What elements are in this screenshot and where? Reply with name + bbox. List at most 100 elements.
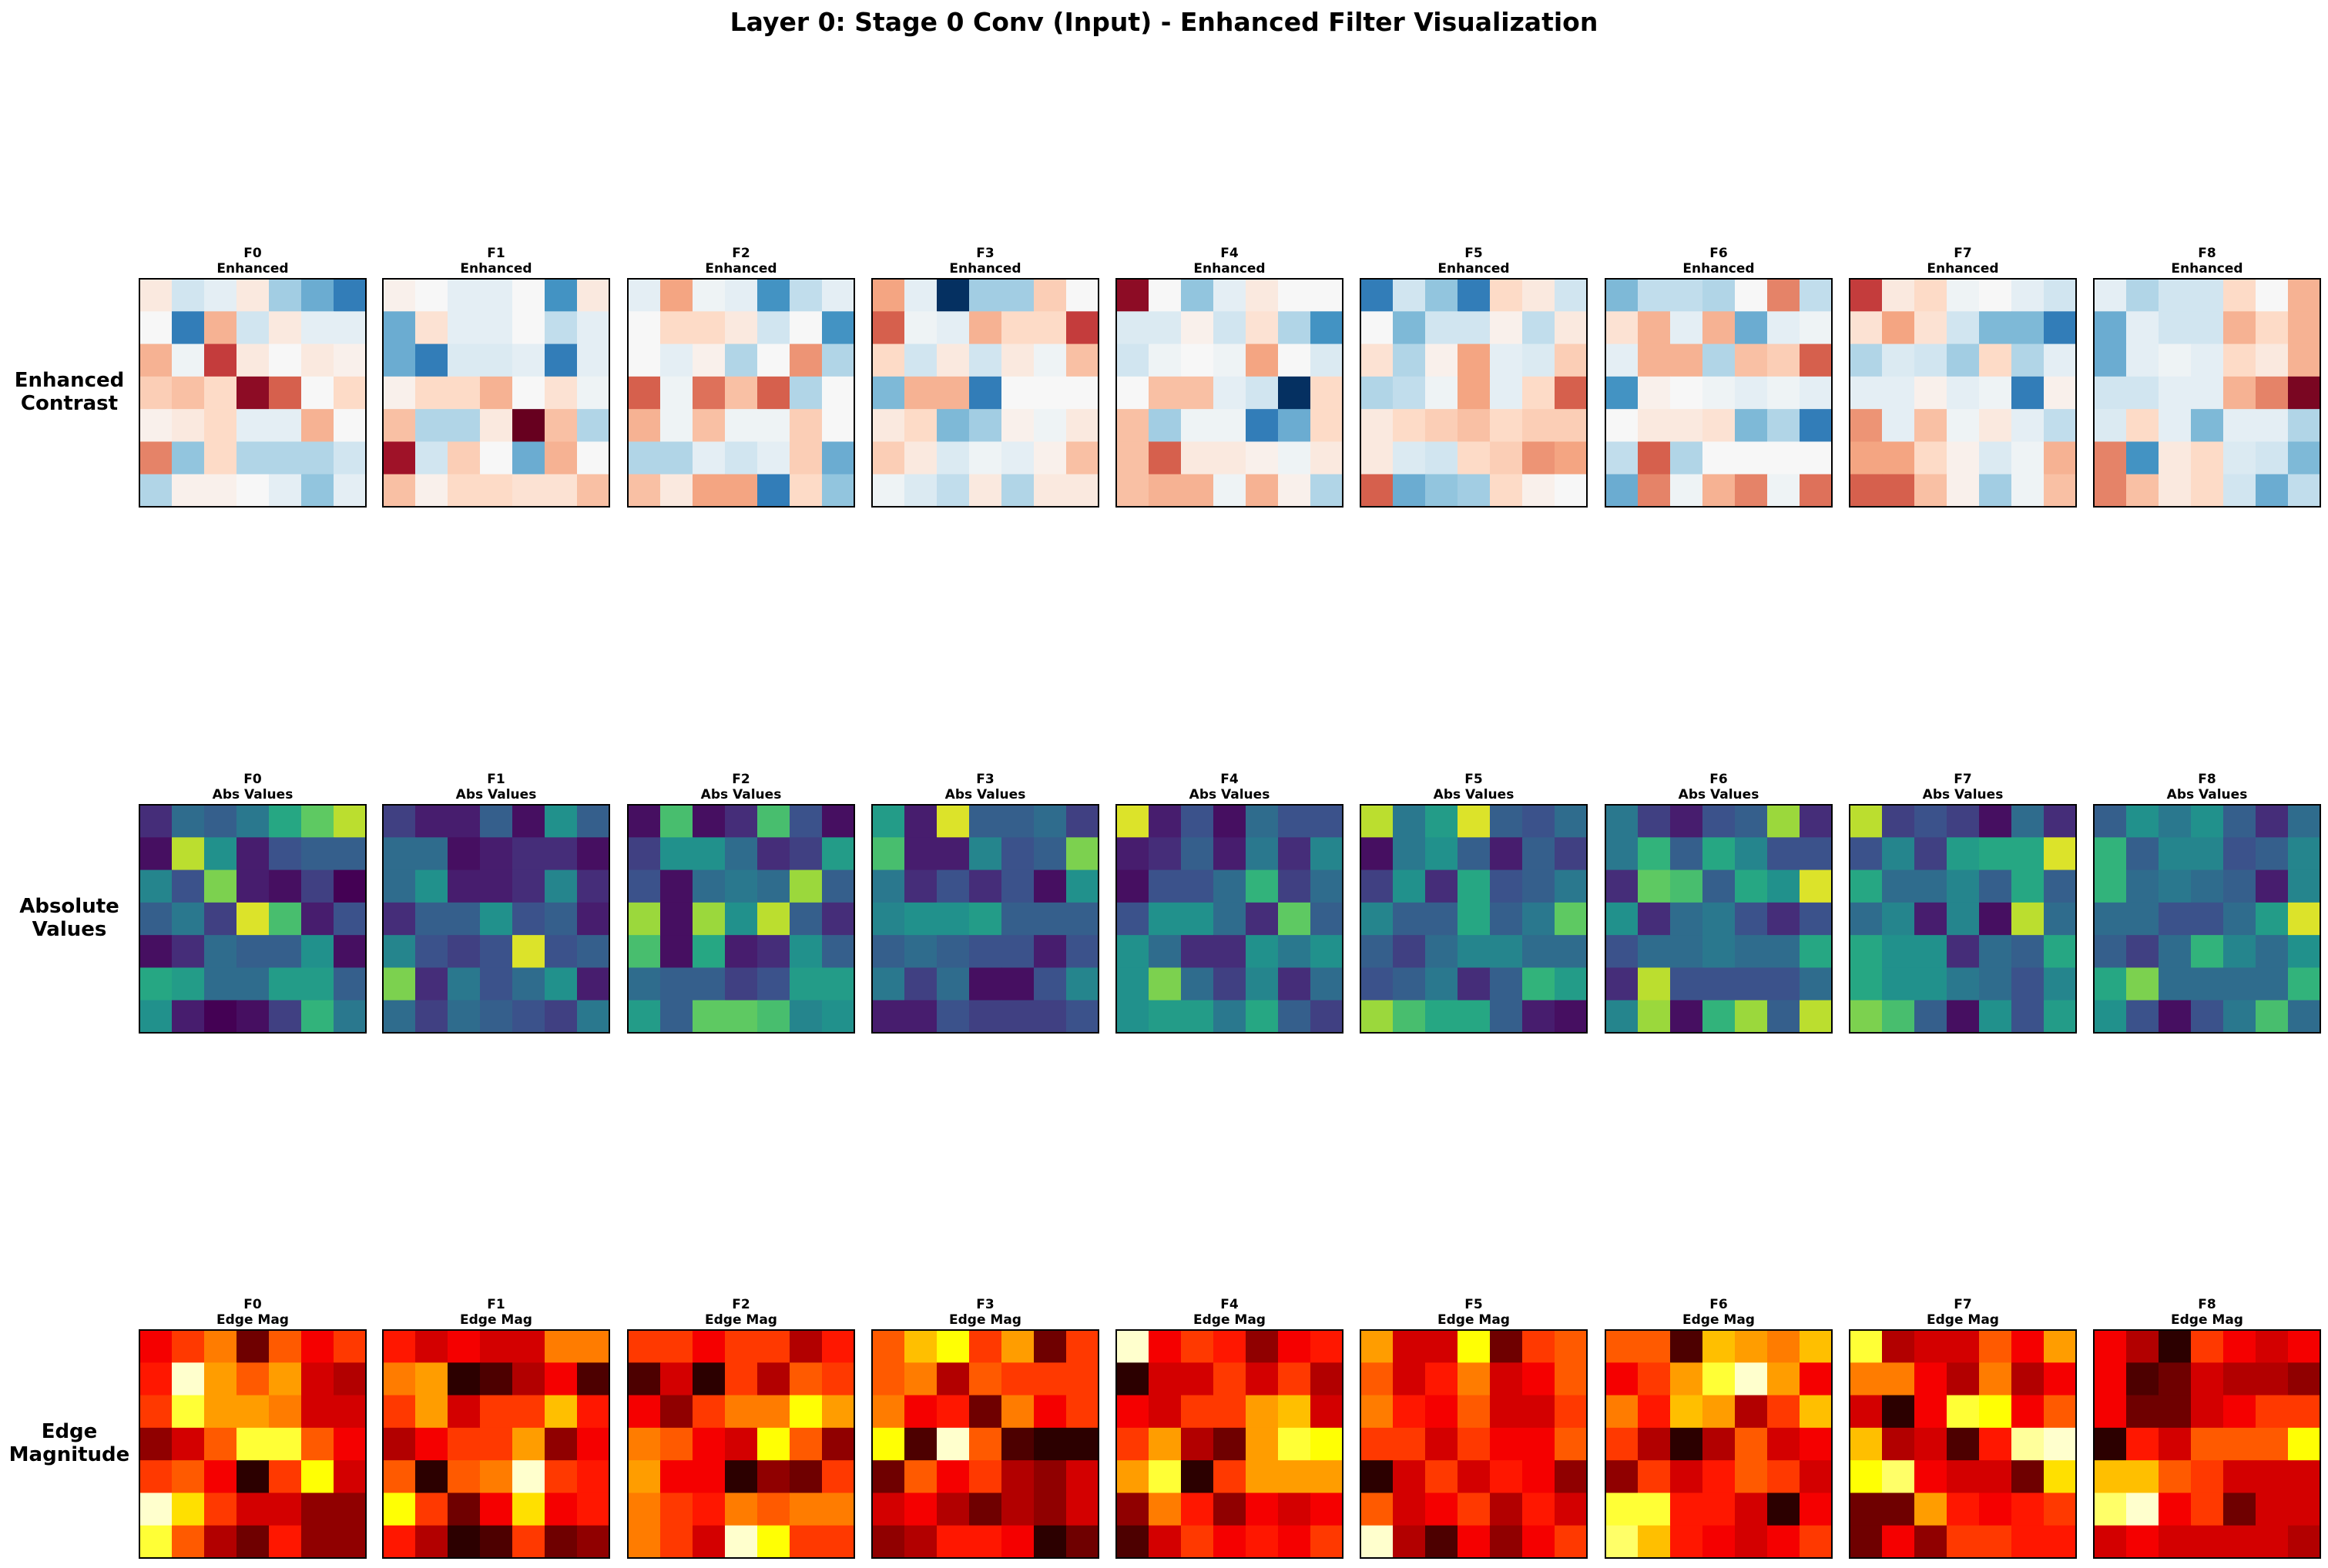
- heatmap-cell: [1605, 805, 1639, 838]
- heatmap-cell: [693, 1362, 726, 1396]
- heatmap-cell: [2256, 311, 2289, 345]
- heatmap-cell: [1638, 343, 1671, 377]
- heatmap-cell: [1767, 311, 1800, 345]
- heatmap-cell: [1310, 837, 1343, 871]
- heatmap-cell: [269, 1362, 302, 1396]
- heatmap-cell: [725, 1460, 758, 1494]
- heatmap-cell: [2011, 967, 2045, 1001]
- heatmap-cell: [2094, 1330, 2127, 1363]
- heatmap-cell: [2256, 1460, 2289, 1494]
- heatmap-cell: [415, 1362, 448, 1396]
- heatmap-cell: [512, 837, 545, 871]
- heatmap-cell: [1947, 1427, 1980, 1461]
- heatmap-cell: [1149, 343, 1182, 377]
- heatmap-cell: [1638, 902, 1671, 936]
- heatmap-cell: [301, 279, 334, 312]
- heatmap-cell: [969, 409, 1002, 443]
- heatmap-cell: [1278, 837, 1311, 871]
- heatmap-cell: [1116, 441, 1149, 475]
- heatmap-cell: [2191, 279, 2224, 312]
- heatmap-cell: [1522, 441, 1555, 475]
- heatmap-cell: [969, 376, 1002, 410]
- heatmap-cell: [1522, 409, 1555, 443]
- heatmap-cell: [269, 376, 302, 410]
- heatmap-cell: [2256, 1395, 2289, 1429]
- heatmap-cell: [1246, 441, 1279, 475]
- heatmap-cell: [577, 409, 610, 443]
- heatmap-cell: [693, 1395, 726, 1429]
- heatmap-cell: [937, 1427, 970, 1461]
- heatmap-cell: [1116, 1427, 1149, 1461]
- heatmap-cell: [660, 1525, 693, 1559]
- heatmap-cell: [1767, 837, 1800, 871]
- panel-filter-label: F0: [243, 772, 262, 787]
- heatmap-cell: [1702, 1000, 1736, 1034]
- heatmap-cell: [1310, 935, 1343, 969]
- heatmap-cell: [872, 376, 905, 410]
- heatmap-cell: [383, 1460, 416, 1494]
- heatmap-cell: [1522, 1000, 1555, 1034]
- heatmap-cell: [1213, 474, 1246, 508]
- heatmap-cell: [1850, 1493, 1883, 1526]
- heatmap-cell: [693, 1493, 726, 1526]
- heatmap-cell: [1278, 805, 1311, 838]
- heatmap-cell: [1278, 935, 1311, 969]
- heatmap-cell: [1670, 902, 1703, 936]
- heatmap-cell: [204, 1362, 237, 1396]
- heatmap-cell: [334, 1460, 367, 1494]
- heatmap-cell: [1638, 376, 1671, 410]
- heatmap-cell: [822, 1460, 855, 1494]
- heatmap-cell: [1605, 1525, 1639, 1559]
- heatmap-cell: [969, 869, 1002, 903]
- heatmap-cell: [660, 1330, 693, 1363]
- heatmap-cell: [1278, 409, 1311, 443]
- heatmap-cell: [1425, 1525, 1458, 1559]
- heatmap-cell: [937, 1493, 970, 1526]
- heatmap-cell: [2011, 1395, 2045, 1429]
- heatmap-cell: [1767, 805, 1800, 838]
- heatmap-cell: [1555, 1395, 1588, 1429]
- heatmap-cell: [2288, 967, 2321, 1001]
- heatmap-cell: [480, 409, 513, 443]
- heatmap-cell: [1149, 902, 1182, 936]
- heatmap-cell: [1767, 869, 1800, 903]
- heatmap-cell: [2044, 1460, 2077, 1494]
- heatmap-cell: [269, 935, 302, 969]
- heatmap-cell: [172, 1330, 205, 1363]
- heatmap-cell: [2223, 409, 2256, 443]
- heatmap-cell: [1278, 902, 1311, 936]
- heatmap-cell: [2126, 935, 2159, 969]
- heatmap-cell: [1735, 805, 1768, 838]
- heatmap-cell: [1702, 474, 1736, 508]
- heatmap-cell: [1914, 343, 1947, 377]
- heatmap-cell: [1066, 343, 1099, 377]
- heatmap-cell: [1246, 474, 1279, 508]
- heatmap-cell: [904, 343, 938, 377]
- heatmap-cell: [334, 869, 367, 903]
- heatmap-cell: [1767, 935, 1800, 969]
- panel-frame: [139, 1329, 367, 1559]
- heatmap-cell: [1116, 409, 1149, 443]
- heatmap-cell: [2288, 1493, 2321, 1526]
- heatmap-cell: [757, 902, 790, 936]
- heatmap-cell: [1638, 1493, 1671, 1526]
- heatmap-cell: [822, 474, 855, 508]
- heatmap-cell: [577, 902, 610, 936]
- heatmap-cell: [822, 1330, 855, 1363]
- heatmap-cell: [790, 837, 823, 871]
- heatmap-cell: [1246, 409, 1279, 443]
- heatmap-cell: [415, 837, 448, 871]
- panel-subtitle: Enhanced: [1927, 261, 1998, 276]
- heatmap-cell: [2094, 1362, 2127, 1396]
- heatmap-cell: [1181, 376, 1214, 410]
- heatmap-cell: [1979, 409, 2012, 443]
- heatmap-cell: [2044, 343, 2077, 377]
- heatmap-cell: [693, 935, 726, 969]
- heatmap-cell: [628, 805, 661, 838]
- heatmap-cell: [2191, 1330, 2224, 1363]
- panel-subtitle: Abs Values: [1923, 787, 2004, 802]
- heatmap-cell: [725, 441, 758, 475]
- heatmap-cell: [1735, 1000, 1768, 1034]
